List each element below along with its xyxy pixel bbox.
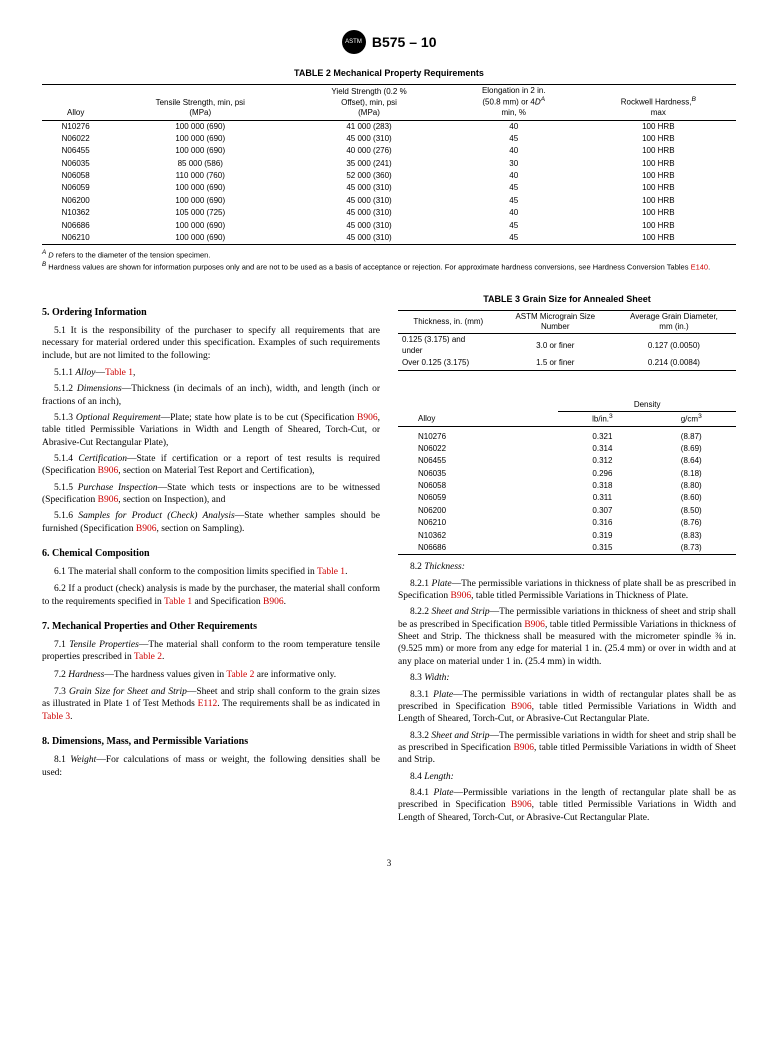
- table-row: N103620.319(8.83): [398, 530, 736, 542]
- para-7-3: 7.3 Grain Size for Sheet and Strip—Sheet…: [42, 686, 380, 723]
- table-row: N10276100 000 (690)41 000 (283)40100 HRB: [42, 120, 736, 133]
- col-alloy: Alloy: [42, 84, 109, 120]
- density-table: Density Alloy lb/in.3 g/cm3 N102760.321(…: [398, 399, 736, 556]
- para-6-1: 6.1 The material shall conform to the co…: [42, 566, 380, 578]
- grain-size-table: Thickness, in. (mm) ASTM Micrograin Size…: [398, 310, 736, 371]
- col-yield: Yield Strength (0.2 % Offset), min, psi …: [291, 84, 447, 120]
- table-row: N06200100 000 (690)45 000 (310)45100 HRB: [42, 195, 736, 207]
- table-row: 0.125 (3.175) and under3.0 or finer0.127…: [398, 334, 736, 357]
- table-row: N060590.311(8.60): [398, 492, 736, 504]
- table-row: N062000.307(8.50): [398, 505, 736, 517]
- grain-col1: Thickness, in. (mm): [398, 310, 499, 334]
- table-row: N060220.314(8.69): [398, 443, 736, 455]
- table-row: N064550.312(8.64): [398, 455, 736, 467]
- para-6-2: 6.2 If a product (check) analysis is mad…: [42, 583, 380, 608]
- density-header: Density: [558, 399, 736, 412]
- para-7-1: 7.1 Tensile Properties—The material shal…: [42, 639, 380, 664]
- para-8-4-1: 8.4.1 Plate—Permissible variations in th…: [398, 787, 736, 824]
- para-5-1-2: 5.1.2 Dimensions—Thickness (in decimals …: [42, 383, 380, 408]
- para-5-1-6: 5.1.6 Samples for Product (Check) Analys…: [42, 510, 380, 535]
- table-row: N102760.321(8.87): [398, 431, 736, 443]
- table2-caption: TABLE 2 Mechanical Property Requirements: [42, 68, 736, 80]
- para-8-1: 8.1 Weight—For calculations of mass or w…: [42, 754, 380, 779]
- para-5-1-1: 5.1.1 Alloy—Table 1,: [42, 367, 380, 379]
- para-5-1-3: 5.1.3 Optional Requirement—Plate; state …: [42, 412, 380, 449]
- col-hardness: Rockwell Hardness,B max: [581, 84, 736, 120]
- doc-id: B575 – 10: [372, 33, 437, 51]
- table-row: N10362105 000 (725)45 000 (310)40100 HRB: [42, 207, 736, 219]
- para-8-2-1: 8.2.1 Plate—The permissible variations i…: [398, 578, 736, 603]
- table-row: N066860.315(8.73): [398, 542, 736, 555]
- para-8-3: 8.3 Width:: [398, 672, 736, 684]
- section-8-title: 8. Dimensions, Mass, and Permissible Var…: [42, 735, 380, 748]
- table-row: N06022100 000 (690)45 000 (310)45100 HRB: [42, 133, 736, 145]
- table-row: N06686100 000 (690)45 000 (310)45100 HRB: [42, 220, 736, 232]
- table-row: N06455100 000 (690)40 000 (276)40100 HRB: [42, 145, 736, 157]
- para-5-1-5: 5.1.5 Purchase Inspection—State which te…: [42, 482, 380, 507]
- para-8-2: 8.2 Thickness:: [398, 561, 736, 573]
- astm-badge-icon: ASTM: [342, 30, 366, 54]
- section-7-title: 7. Mechanical Properties and Other Requi…: [42, 620, 380, 633]
- mechanical-properties-table: Alloy Tensile Strength, min, psi (MPa) Y…: [42, 84, 736, 246]
- table-row: N060580.318(8.80): [398, 480, 736, 492]
- table-row: N06210100 000 (690)45 000 (310)45100 HRB: [42, 232, 736, 245]
- section-5-title: 5. Ordering Information: [42, 306, 380, 319]
- grain-col3: Average Grain Diameter, mm (in.): [612, 310, 736, 334]
- right-column: TABLE 3 Grain Size for Annealed Sheet Th…: [398, 294, 736, 828]
- para-7-2: 7.2 Hardness—The hardness values given i…: [42, 669, 380, 681]
- table-row: N060350.296(8.18): [398, 468, 736, 480]
- col-tensile: Tensile Strength, min, psi (MPa): [109, 84, 291, 120]
- para-5-1: 5.1 It is the responsibility of the purc…: [42, 325, 380, 362]
- table-row: N062100.316(8.76): [398, 517, 736, 529]
- grain-col2: ASTM Micrograin Size Number: [499, 310, 612, 334]
- col-elongation: Elongation in 2 in. (50.8 mm) or 4DA min…: [447, 84, 581, 120]
- ref-e140: E140: [691, 262, 709, 271]
- page-number: 3: [42, 858, 736, 870]
- density-col-g: g/cm3: [646, 411, 736, 426]
- table3-caption: TABLE 3 Grain Size for Annealed Sheet: [398, 294, 736, 306]
- table-row: N0603585 000 (586)35 000 (241)30100 HRB: [42, 158, 736, 170]
- density-col-lb: lb/in.3: [558, 411, 646, 426]
- table-row: Over 0.125 (3.175)1.5 or finer0.214 (0.0…: [398, 357, 736, 370]
- table2-footnotes: A D refers to the diameter of the tensio…: [42, 249, 736, 272]
- para-8-2-2: 8.2.2 Sheet and Strip—The permissible va…: [398, 606, 736, 668]
- para-8-4: 8.4 Length:: [398, 771, 736, 783]
- para-8-3-1: 8.3.1 Plate—The permissible variations i…: [398, 689, 736, 726]
- section-6-title: 6. Chemical Composition: [42, 547, 380, 560]
- left-column: 5. Ordering Information 5.1 It is the re…: [42, 294, 380, 828]
- table-row: N06058110 000 (760)52 000 (360)40100 HRB: [42, 170, 736, 182]
- para-5-1-4: 5.1.4 Certification—State if certificati…: [42, 453, 380, 478]
- para-8-3-2: 8.3.2 Sheet and Strip—The permissible va…: [398, 730, 736, 767]
- table-row: N06059100 000 (690)45 000 (310)45100 HRB: [42, 182, 736, 194]
- page-header: ASTM B575 – 10: [42, 30, 736, 54]
- density-col-alloy: Alloy: [398, 411, 558, 426]
